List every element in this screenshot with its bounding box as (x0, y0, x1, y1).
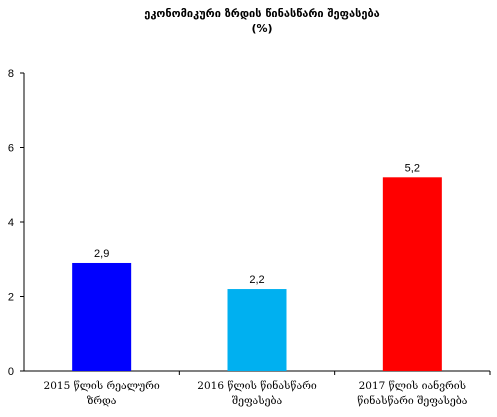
y-tick-label: 2 (8, 292, 14, 304)
y-tick-label: 8 (8, 68, 14, 80)
y-tick-label: 0 (8, 366, 14, 378)
category-label: შეფასება (232, 395, 283, 407)
bar (382, 177, 442, 371)
data-label: 2,2 (249, 274, 264, 286)
y-axis-ticks: 0 2 4 6 8 (8, 68, 24, 378)
category-label: 2015 წლის რეალური (44, 380, 160, 392)
data-labels: 2,9 2,2 5,2 (94, 162, 420, 286)
bar (227, 289, 287, 371)
bar (72, 262, 132, 371)
category-label: 2017 წლის იანვრის (359, 379, 466, 392)
category-label: 2016 წლის წინასწარი (197, 379, 317, 392)
data-label: 5,2 (405, 162, 420, 174)
y-tick-label: 4 (8, 217, 14, 229)
chart-title: ეკონომიკური ზრდის წინასწარი შეფასება (144, 7, 380, 20)
category-label: ზრდა (87, 395, 117, 407)
data-label: 2,9 (94, 248, 109, 260)
y-tick-label: 6 (8, 143, 14, 155)
bars (72, 177, 442, 371)
chart-subtitle: (%) (251, 22, 272, 35)
category-labels: 2015 წლის რეალური ზრდა 2016 წლის წინასწარი… (44, 371, 491, 407)
category-label: წინასწარი შეფასება (357, 394, 467, 407)
